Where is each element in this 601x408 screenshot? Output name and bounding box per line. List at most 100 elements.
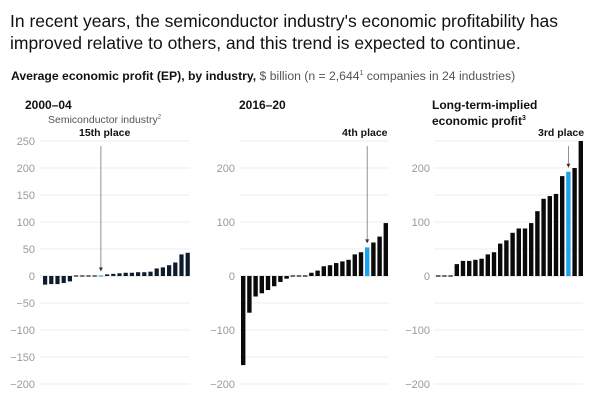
headline: In recent years, the semiconductor indus…: [10, 11, 559, 53]
bar-long-term: [504, 240, 509, 276]
bar-long-term: [553, 193, 559, 276]
bar-2016-20: [309, 272, 314, 276]
panel-title-long-term: Long-term-implied economic profit3: [432, 98, 582, 128]
subtitle-measure: Average economic profit (EP), by industr…: [11, 69, 257, 83]
semiconductor-annotation: Semiconductor industry2: [48, 114, 161, 126]
bar-2016-20: [247, 276, 252, 313]
panel-title-2000-04: 2000–04: [25, 98, 72, 112]
bar-2016-20: [290, 275, 295, 277]
bar-2016-20: [265, 276, 271, 291]
bar-long-term: [442, 275, 447, 277]
semiconductor-footnote-marker: 2: [157, 114, 162, 121]
bar-2000-04: [67, 276, 72, 282]
bar-2016-20: [253, 276, 258, 297]
subtitle-footnote-marker: 1: [359, 69, 364, 77]
y-tick-label-long-term: 100: [412, 217, 430, 229]
bar-2016-20: [315, 270, 320, 276]
bar-2000-04: [43, 276, 48, 285]
highlight-bar-long-term: [566, 171, 571, 276]
bar-2016-20: [371, 242, 376, 276]
bar-long-term: [547, 196, 552, 276]
bar-2016-20: [303, 275, 308, 277]
bar-2000-04: [74, 275, 79, 277]
bar-2016-20: [377, 236, 382, 276]
bar-long-term: [572, 168, 577, 276]
semiconductor-annotation-text: Semiconductor industry: [48, 114, 158, 126]
y-tick-label-2016-20: 0: [229, 271, 235, 283]
bar-long-term: [578, 141, 583, 276]
pointer-arrowhead-2016-20: [365, 239, 370, 244]
bar-long-term: [491, 252, 497, 276]
y-tick-label-long-term: 0: [424, 271, 430, 283]
bar-2000-04: [80, 275, 85, 277]
y-tick-label-2016-20: 200: [217, 163, 235, 175]
y-tick-label-2000-04: 0: [29, 271, 35, 283]
bar-2016-20: [383, 223, 388, 276]
bar-2000-04: [136, 272, 141, 276]
bar-2000-04: [148, 271, 153, 276]
bar-long-term: [510, 232, 515, 276]
bar-long-term: [560, 176, 565, 276]
bar-long-term: [522, 228, 528, 276]
bar-2016-20: [327, 265, 333, 276]
bar-2016-20: [340, 261, 345, 276]
rank-label-2000-04: 15th place: [79, 127, 131, 139]
rank-label-2016-20: 4th place: [342, 127, 388, 139]
bar-2000-04: [123, 272, 128, 276]
subtitle-note: (n = 2,644: [304, 69, 360, 83]
bar-long-term: [454, 264, 459, 276]
bar-2000-04: [117, 273, 122, 276]
panel-title-footnote-marker: 3: [522, 115, 526, 122]
y-tick-label-2000-04: 200: [17, 163, 35, 175]
y-tick-label-2000-04: 150: [17, 190, 35, 202]
panel-title-long-term-text: Long-term-implied economic profit: [432, 98, 538, 128]
bar-2000-04: [167, 265, 172, 276]
y-tick-label-2016-20: −200: [210, 379, 235, 391]
bar-2000-04: [142, 272, 147, 276]
bar-long-term: [473, 259, 478, 276]
bar-2000-04: [105, 274, 110, 276]
bar-2000-04: [179, 254, 184, 276]
bar-2016-20: [321, 266, 326, 276]
bar-long-term: [460, 260, 466, 276]
chart-subtitle: Average economic profit (EP), by industr…: [11, 69, 515, 83]
bar-long-term: [467, 260, 472, 276]
y-tick-label-2000-04: −150: [10, 352, 35, 364]
subtitle-unit: $ billion: [259, 69, 301, 83]
panel-title-2016-20: 2016–20: [239, 98, 286, 112]
rank-label-long-term: 3rd place: [538, 127, 585, 139]
bar-2016-20: [352, 254, 357, 276]
highlight-bar-2000-04: [98, 275, 103, 277]
bar-2000-04: [92, 275, 97, 277]
y-tick-label-2016-20: −100: [210, 325, 235, 337]
bar-long-term: [529, 223, 534, 276]
bar-2000-04: [185, 252, 190, 276]
bar-long-term: [485, 254, 490, 276]
bar-2000-04: [173, 262, 178, 276]
y-tick-label-long-term: −100: [405, 325, 430, 337]
bar-2016-20: [278, 276, 283, 282]
bar-long-term: [498, 243, 503, 276]
bar-long-term: [448, 275, 453, 277]
bar-2000-04: [154, 268, 159, 276]
bar-2016-20: [241, 276, 246, 366]
bar-2000-04: [111, 273, 116, 276]
bar-2016-20: [259, 276, 264, 294]
pointer-arrowhead-long-term: [566, 163, 571, 168]
bar-2000-04: [129, 272, 134, 276]
bar-long-term: [516, 228, 521, 276]
bar-2016-20: [358, 252, 364, 276]
bar-2000-04: [61, 276, 66, 284]
y-tick-label-2016-20: 100: [217, 217, 235, 229]
bar-long-term: [436, 275, 441, 277]
bar-long-term: [479, 258, 484, 276]
bar-2000-04: [160, 267, 165, 276]
bar-long-term: [535, 211, 540, 276]
bar-2000-04: [86, 275, 91, 277]
bar-2016-20: [272, 276, 277, 287]
bar-2016-20: [296, 275, 302, 277]
subtitle-note-end: companies in 24 industries): [363, 69, 516, 83]
y-tick-label-2000-04: −200: [10, 379, 35, 391]
bar-2016-20: [346, 259, 351, 276]
